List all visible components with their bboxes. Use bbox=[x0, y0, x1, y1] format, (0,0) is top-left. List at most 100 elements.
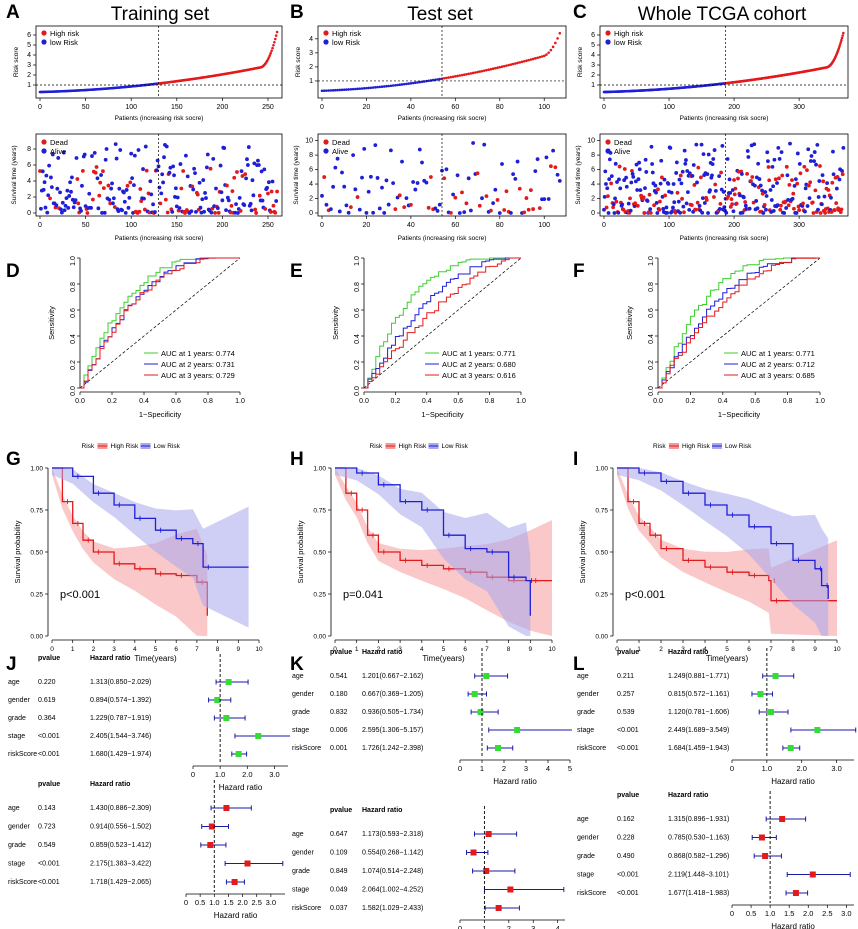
status-point bbox=[328, 207, 333, 212]
x-tick-label: 1.0 bbox=[209, 898, 219, 907]
status-point bbox=[805, 204, 810, 208]
y-tick-label: 0.75 bbox=[595, 508, 608, 515]
status-point bbox=[786, 203, 791, 208]
status-point bbox=[659, 175, 664, 180]
status-point bbox=[807, 196, 812, 201]
status-point bbox=[806, 183, 811, 188]
status-point bbox=[138, 187, 143, 191]
status-point bbox=[745, 149, 750, 153]
status-point bbox=[831, 149, 835, 154]
risk-point bbox=[838, 45, 841, 48]
forest-hr-text: 1.120(0.781−1.606) bbox=[668, 709, 729, 716]
status-point bbox=[635, 203, 640, 208]
risk-point bbox=[269, 51, 273, 55]
status-point bbox=[213, 211, 217, 215]
status-point bbox=[151, 202, 155, 207]
status-point bbox=[93, 170, 98, 175]
km-confidence-band bbox=[617, 468, 829, 636]
status-point bbox=[453, 195, 458, 200]
roc-curve bbox=[364, 257, 521, 389]
legend-label-dead: Dead bbox=[332, 138, 350, 147]
status-point bbox=[730, 202, 735, 207]
status-point bbox=[713, 182, 718, 187]
y-tick-label: 0.00 bbox=[30, 634, 43, 641]
status-point bbox=[542, 197, 547, 201]
status-point bbox=[203, 191, 207, 195]
risk-point bbox=[271, 46, 274, 50]
y-tick-label: 0.4 bbox=[648, 334, 655, 344]
forest-variable-label: age bbox=[292, 673, 304, 680]
status-point bbox=[46, 193, 51, 198]
risk-point bbox=[322, 89, 326, 93]
status-point bbox=[779, 203, 783, 208]
km-legend-title: Risk bbox=[370, 443, 383, 450]
status-point bbox=[657, 207, 662, 212]
status-point bbox=[741, 195, 746, 200]
x-tick-label: 5 bbox=[568, 764, 572, 773]
status-point bbox=[273, 210, 278, 215]
status-point bbox=[782, 211, 787, 215]
status-point bbox=[90, 154, 94, 158]
status-point bbox=[198, 205, 203, 210]
forest-variable-label: gender bbox=[577, 691, 599, 698]
y-tick-label: 0.8 bbox=[70, 282, 77, 292]
status-point bbox=[104, 147, 109, 151]
forest-hr-marker bbox=[471, 691, 478, 697]
risk-point bbox=[411, 81, 415, 85]
risk-point bbox=[838, 43, 842, 46]
risk-point bbox=[382, 85, 386, 88]
x-tick-label: 0.5 bbox=[195, 898, 205, 907]
status-point bbox=[749, 179, 753, 183]
forest-variable-label: stage bbox=[292, 727, 309, 734]
panel-letter-l: L bbox=[573, 654, 585, 675]
status-point bbox=[266, 191, 270, 196]
status-point bbox=[362, 146, 367, 151]
status-point bbox=[162, 155, 166, 160]
status-point bbox=[840, 169, 844, 173]
x-tick-label: 6 bbox=[174, 646, 178, 653]
km-legend-label-high: High Risk bbox=[682, 443, 711, 450]
y-tick-label: 1 bbox=[591, 82, 595, 89]
status-point bbox=[112, 205, 117, 209]
status-point bbox=[209, 210, 214, 215]
status-point bbox=[775, 203, 780, 208]
status-point bbox=[218, 163, 223, 168]
status-point bbox=[633, 201, 638, 206]
y-tick-label: 1.0 bbox=[70, 256, 77, 266]
risk-point bbox=[394, 83, 397, 87]
status-point bbox=[466, 176, 471, 181]
status-point bbox=[705, 172, 710, 176]
y-tick-label: 1.0 bbox=[648, 256, 655, 266]
status-point bbox=[54, 203, 59, 208]
status-point bbox=[413, 187, 418, 192]
x-tick-label: 0.0 bbox=[653, 398, 663, 405]
risk-point bbox=[273, 37, 277, 41]
legend-marker-low bbox=[605, 39, 611, 45]
status-point bbox=[92, 150, 97, 155]
km-pvalue: p=0.041 bbox=[343, 589, 383, 601]
forest-variable-label: gender bbox=[577, 835, 599, 842]
status-point bbox=[682, 210, 686, 215]
y-tick-label: 8 bbox=[309, 152, 313, 159]
roc-curve bbox=[80, 257, 240, 389]
x-tick-label: 0.2 bbox=[686, 398, 696, 405]
status-point bbox=[246, 145, 251, 149]
status-point bbox=[776, 145, 781, 150]
status-point bbox=[637, 167, 642, 172]
status-point bbox=[611, 202, 616, 207]
forest-hr-marker bbox=[495, 905, 502, 911]
forest-plot-1: pvalue Hazard ratio age 0.541 1.201(0.667−2.… bbox=[292, 648, 572, 786]
status-point bbox=[127, 195, 132, 200]
status-point bbox=[67, 194, 72, 198]
risk-point bbox=[536, 56, 539, 60]
status-point bbox=[725, 157, 730, 161]
status-point bbox=[111, 201, 115, 206]
x-axis-label: Time(years) bbox=[134, 654, 177, 663]
risk-point bbox=[551, 45, 555, 49]
status-point bbox=[815, 142, 820, 147]
status-point bbox=[693, 207, 698, 212]
x-tick-label: 0 bbox=[320, 222, 324, 229]
status-point bbox=[752, 183, 757, 188]
status-point bbox=[719, 170, 723, 175]
risk-point bbox=[456, 74, 459, 78]
